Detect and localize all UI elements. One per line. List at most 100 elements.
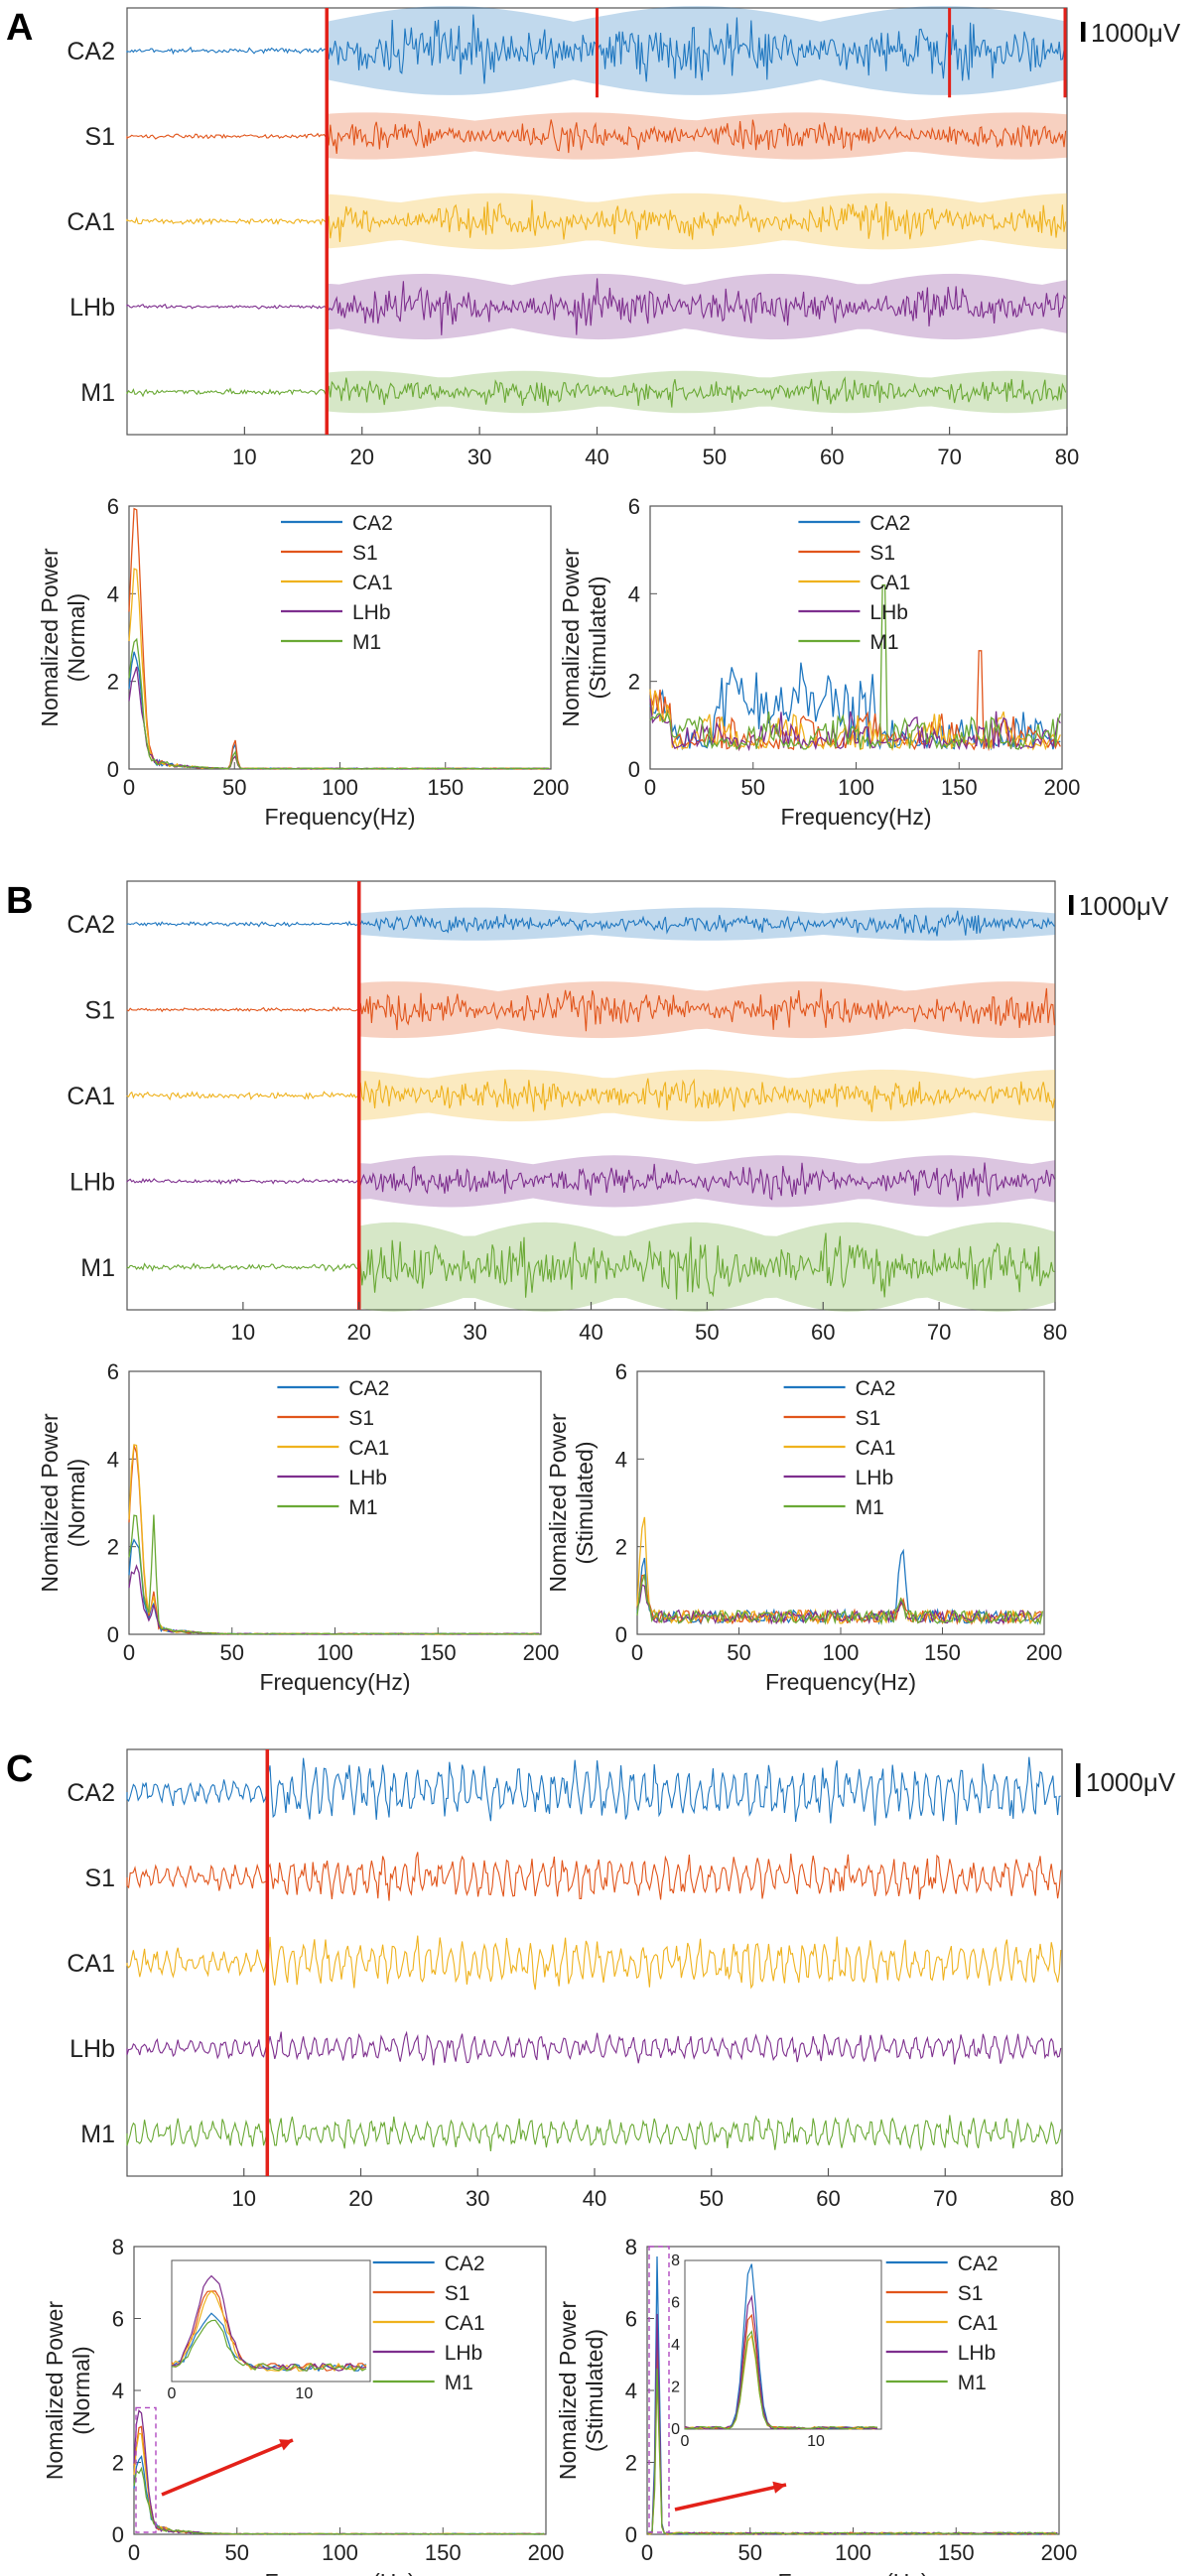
legend-label-ca1: CA1 xyxy=(958,2312,999,2335)
spectrum-legend: CA2 S1 CA1 LHb M1 xyxy=(277,1377,389,1519)
channel-label-lhb: LHb xyxy=(69,1168,115,1196)
legend-label-ca2: CA2 xyxy=(352,512,393,535)
spectrum-line-m1 xyxy=(649,583,1061,751)
spectrum-ylabel-line1: Nomalized Power xyxy=(37,548,63,727)
channel-label-ca1: CA1 xyxy=(67,1083,115,1110)
trace-xtick-label: 50 xyxy=(703,445,727,469)
inset-line-m1 xyxy=(171,2319,367,2373)
spectrum-xlabel: Frequency(Hz) xyxy=(777,2569,928,2576)
channel-label-lhb: LHb xyxy=(69,294,115,322)
legend-label-m1: M1 xyxy=(958,2372,987,2394)
spectrum-legend: CA2 S1 CA1 LHb M1 xyxy=(281,512,393,654)
zoom-inset: 0 10 xyxy=(135,2259,371,2533)
trace-xtick-label: 30 xyxy=(467,445,491,469)
scale-bar-label: 1000μV xyxy=(1091,18,1181,48)
spectrum-xtick-label: 200 xyxy=(1026,1640,1063,1665)
spectrum-ytick-label: 8 xyxy=(625,2235,637,2259)
legend-label-ca2: CA2 xyxy=(856,1377,896,1400)
channel-label-ca1: CA1 xyxy=(67,1950,115,1978)
spectrum-ytick-label: 0 xyxy=(107,1622,119,1647)
legend-label-ca2: CA2 xyxy=(348,1377,389,1400)
spectrum-ytick-label: 4 xyxy=(628,581,640,606)
spectrum-xtick-label: 150 xyxy=(427,775,464,800)
spectrum-ylabel-line1: Nomalized Power xyxy=(545,1413,571,1593)
scale-bar-label: 1000μV xyxy=(1086,1767,1176,1797)
spectrum-xtick-label: 50 xyxy=(727,1640,750,1665)
spectrum-ylabel: Nomalized Power (Normal) xyxy=(37,548,89,727)
zoom-inset: 0 10 0 2 4 6 8 xyxy=(648,2246,882,2533)
spectrum-legend: CA2 S1 CA1 LHb M1 xyxy=(783,1377,896,1519)
spectrum-xtick-label: 100 xyxy=(322,2540,358,2565)
legend-label-m1: M1 xyxy=(348,1496,377,1519)
trace-xtick-label: 70 xyxy=(933,2186,957,2211)
channel-label-m1: M1 xyxy=(80,1254,115,1282)
spectrum-ytick-label: 4 xyxy=(112,2379,124,2403)
channel-label-m1: M1 xyxy=(80,379,115,407)
spectrum-xtick-label: 100 xyxy=(838,775,874,800)
legend-label-s1: S1 xyxy=(445,2282,470,2305)
trace-ca1 xyxy=(126,1935,1062,1991)
burst-envelope-s1 xyxy=(358,981,1055,1039)
trace-m1 xyxy=(126,376,1067,408)
inset-xtick-label: 0 xyxy=(681,2433,690,2450)
spectrum-xtick-label: 100 xyxy=(835,2540,871,2565)
trace-xtick-label: 20 xyxy=(350,445,374,469)
zoom-arrow xyxy=(161,2438,294,2497)
spectrum-ylabel: Nomalized Power (Stimulated) xyxy=(545,1413,598,1593)
spectrum-ylabel: Nomalized Power (Normal) xyxy=(37,1413,89,1593)
spectrum-stimulated: 05010015020002468Frequency(Hz)Nomalized … xyxy=(555,2235,1077,2576)
spectrum-ytick-label: 0 xyxy=(628,757,640,782)
spectrum-legend: CA2 S1 CA1 LHb M1 xyxy=(798,512,910,654)
legend-label-lhb: LHb xyxy=(352,601,391,624)
legend-label-lhb: LHb xyxy=(958,2342,997,2365)
burst-envelope-lhb xyxy=(358,1155,1055,1208)
spectrum-ylabel-line2: (Normal) xyxy=(64,1459,89,1547)
spectrum-stimulated: 0 50 100 150 200 0 2 4 6 Frequency(Hz) Nomalized P… xyxy=(545,1359,1062,1695)
spectrum-line-m1 xyxy=(636,1574,1044,1625)
trace-lhb xyxy=(126,2030,1062,2066)
trace-xtick-label: 10 xyxy=(231,1320,255,1345)
scale-bar xyxy=(1076,1763,1081,1797)
spectrum-xtick-label: 150 xyxy=(420,1640,457,1665)
spectrum-xtick-label: 50 xyxy=(225,2540,249,2565)
spectrum-normal: 05010015020002468Frequency(Hz)Nomalized … xyxy=(42,2235,564,2576)
inset-ytick-label: 0 xyxy=(671,2421,680,2438)
trace-xtick-label: 60 xyxy=(811,1320,835,1345)
legend-label-s1: S1 xyxy=(352,542,378,565)
spectrum-ytick-label: 0 xyxy=(112,2522,124,2547)
spectrum-xtick-label: 200 xyxy=(1044,775,1081,800)
spectrum-line-m1 xyxy=(128,1514,540,1635)
legend-label-s1: S1 xyxy=(348,1407,374,1430)
burst-envelope-lhb xyxy=(327,273,1067,340)
trace-xtick-label: 80 xyxy=(1055,445,1079,469)
spectrum-ytick-label: 2 xyxy=(615,1535,627,1560)
trace-ca2 xyxy=(126,910,1055,937)
spectrum-ylabel-line1: Nomalized Power xyxy=(37,1413,63,1593)
inset-line-ca1 xyxy=(171,2290,367,2373)
trace-ca1 xyxy=(126,1078,1055,1112)
channel-label-s1: S1 xyxy=(84,123,115,151)
burst-envelope-ca1 xyxy=(327,193,1067,250)
trace-lhb xyxy=(126,278,1067,335)
trace-s1 xyxy=(126,1852,1062,1901)
spectrum-xtick-label: 200 xyxy=(533,775,570,800)
spectrum-xtick-label: 0 xyxy=(631,1640,643,1665)
trace-plot: CA2 S1 CA1 LHb M1 10 20 30 40 50 60 70 80 1000μV xyxy=(67,880,1169,1345)
trace-ca1 xyxy=(126,199,1067,242)
legend-label-ca1: CA1 xyxy=(348,1437,389,1460)
trace-xtick-label: 40 xyxy=(583,2186,606,2211)
trace-xtick-label: 20 xyxy=(347,1320,371,1345)
trace-ca2 xyxy=(126,1756,1061,1826)
spectrum-xtick-label: 200 xyxy=(528,2540,565,2565)
scale-bar-label: 1000μV xyxy=(1079,891,1169,921)
spectrum-ytick-label: 6 xyxy=(615,1359,627,1384)
spectrum-xtick-label: 0 xyxy=(644,775,656,800)
panel-label: B xyxy=(6,880,33,922)
legend-label-lhb: LHb xyxy=(445,2342,483,2365)
panel-label: A xyxy=(6,7,33,49)
inset-xtick-label: 0 xyxy=(168,2385,177,2402)
inset-ytick-label: 2 xyxy=(671,2380,680,2396)
spectrum-ytick-label: 2 xyxy=(112,2451,124,2476)
spectrum-legend: CA2 S1 CA1 LHb M1 xyxy=(885,2253,999,2394)
